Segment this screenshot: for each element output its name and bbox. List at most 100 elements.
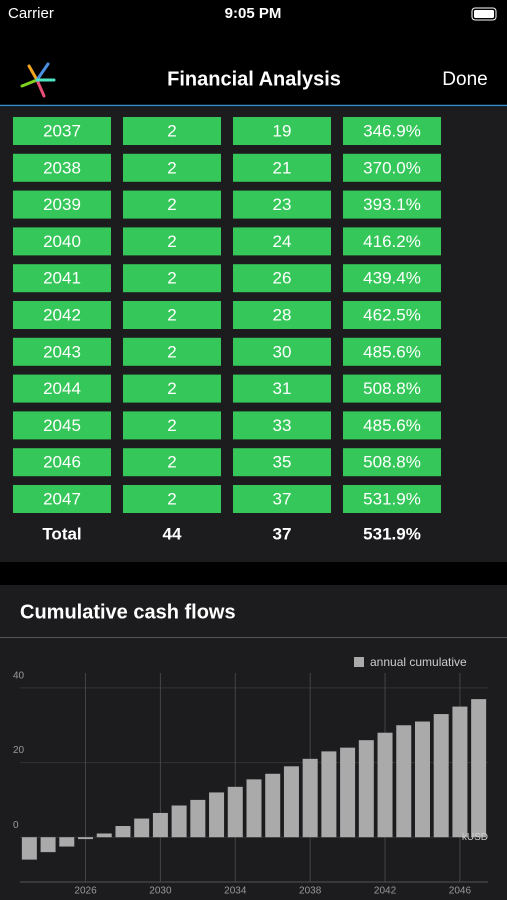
cell-text: 23 (273, 195, 292, 214)
cell-text: 28 (273, 305, 292, 324)
table-cell (123, 411, 221, 440)
bar (452, 706, 468, 838)
bar (433, 714, 449, 838)
bar (96, 833, 112, 838)
table-cell (123, 337, 221, 366)
cell-text: 508.8% (363, 379, 421, 398)
bar (40, 837, 56, 853)
cell-text: 2045 (43, 416, 81, 435)
table-cell (233, 117, 331, 145)
cell-text: 370.0% (363, 158, 421, 177)
cell-text: 2 (167, 416, 176, 435)
bar (171, 805, 187, 838)
table-cell (123, 301, 221, 329)
legend-swatch (354, 657, 364, 667)
battery (471, 7, 497, 21)
bar (302, 758, 318, 838)
bar (21, 837, 37, 860)
table-cell (233, 411, 331, 440)
cell-text: 439.4% (363, 269, 421, 288)
table-cell (13, 264, 111, 293)
cell-text: 31 (273, 379, 292, 398)
x-tick-label: 2026 (74, 886, 97, 897)
table-cell (13, 374, 111, 403)
nav-background (0, 0, 507, 105)
bar (265, 773, 281, 838)
cell-text: 2037 (43, 121, 81, 140)
cell-text: 19 (273, 121, 292, 140)
table-cell (13, 117, 111, 145)
cell-text: 37 (273, 489, 292, 508)
table-cell (233, 337, 331, 366)
cell-text: 2040 (43, 232, 81, 251)
x-tick-label: 2046 (449, 886, 472, 897)
bar (78, 837, 94, 840)
table-cell (343, 117, 441, 145)
cell-text: 2 (167, 305, 176, 324)
cell-text: 531.9% (363, 489, 421, 508)
bar (227, 786, 243, 838)
bar (246, 779, 262, 838)
cell-text: 2 (167, 232, 176, 251)
table-cell (13, 448, 111, 477)
table-cell (343, 301, 441, 329)
unit-label: kUSD (462, 832, 488, 843)
cell-text: 26 (273, 269, 292, 288)
cell-text: 2043 (43, 342, 81, 361)
cell-text: 393.1% (363, 195, 421, 214)
table-cell (343, 337, 441, 366)
table-cell (233, 264, 331, 293)
table-cell (13, 337, 111, 366)
chart-section (0, 585, 507, 900)
cell-text: 346.9% (363, 121, 421, 140)
bar (414, 721, 430, 838)
cell-text: 2039 (43, 195, 81, 214)
bar (471, 699, 487, 838)
bar (115, 826, 131, 838)
table-cell (233, 448, 331, 477)
y-tick-label: 0 (13, 820, 19, 831)
table-cell (123, 485, 221, 513)
cell-text: 2042 (43, 305, 81, 324)
x-tick-label: 2038 (299, 886, 322, 897)
clock: 9:05 PM (225, 5, 282, 22)
cell-text: 2 (167, 489, 176, 508)
bar (283, 766, 299, 838)
cell-text: 2 (167, 195, 176, 214)
bar (396, 725, 412, 838)
chart-title: Cumulative cash flows (20, 601, 236, 623)
table-cell (13, 190, 111, 219)
total-text: 37 (273, 524, 292, 543)
table-cell (13, 227, 111, 256)
bar (59, 837, 75, 847)
table-cell (13, 153, 111, 182)
table-cell (123, 117, 221, 145)
table-cell (343, 153, 441, 182)
bar (340, 747, 356, 838)
cell-text: 2038 (43, 158, 81, 177)
bar (358, 740, 374, 838)
bar (321, 751, 337, 838)
done-button[interactable]: Done (442, 69, 487, 90)
cell-text: 2 (167, 121, 176, 140)
cell-text: 485.6% (363, 416, 421, 435)
cell-text: 2044 (43, 379, 81, 398)
cell-text: 21 (273, 158, 292, 177)
table-cell (233, 190, 331, 219)
logo (20, 62, 56, 98)
legend-label: annual cumulative (370, 655, 467, 669)
carrier: Carrier (8, 5, 54, 22)
x-tick-label: 2042 (374, 886, 397, 897)
table-cell (343, 448, 441, 477)
table-cell (233, 153, 331, 182)
cell-text: 2 (167, 269, 176, 288)
total-text: 44 (163, 524, 182, 543)
cell-text: 2047 (43, 489, 81, 508)
table-cell (233, 374, 331, 403)
bar (152, 812, 168, 838)
table-cell (123, 264, 221, 293)
table-cell (13, 411, 111, 440)
table-cell (233, 301, 331, 329)
y-tick-label: 20 (13, 745, 25, 756)
y-tick-label: 40 (13, 671, 25, 682)
